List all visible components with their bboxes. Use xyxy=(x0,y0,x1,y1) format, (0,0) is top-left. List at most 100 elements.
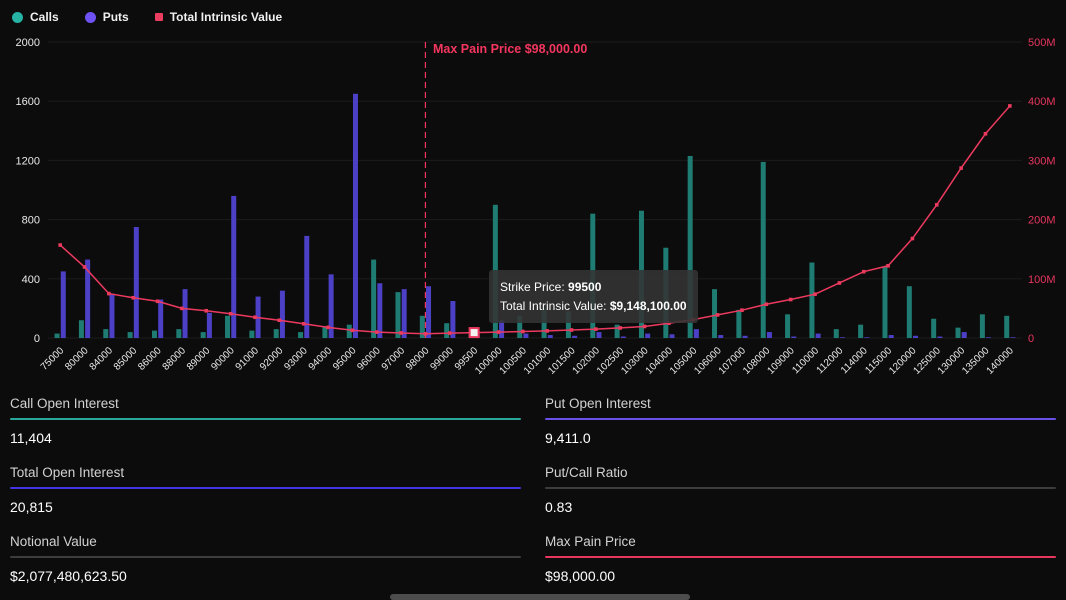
intrinsic-value-point[interactable] xyxy=(813,292,817,296)
intrinsic-value-point[interactable] xyxy=(983,131,988,136)
call-bar[interactable] xyxy=(541,308,547,338)
put-bar[interactable] xyxy=(231,195,237,338)
call-bar[interactable] xyxy=(614,324,620,338)
legend-item-puts[interactable]: Puts xyxy=(84,10,129,24)
put-bar[interactable] xyxy=(839,337,845,338)
put-bar[interactable] xyxy=(693,329,699,338)
put-bar[interactable] xyxy=(60,271,66,338)
intrinsic-value-point[interactable] xyxy=(642,324,647,329)
call-bar[interactable] xyxy=(298,332,304,338)
intrinsic-value-point[interactable] xyxy=(594,327,598,331)
put-bar[interactable] xyxy=(596,332,602,338)
put-bar[interactable] xyxy=(547,335,553,338)
put-bar[interactable] xyxy=(645,333,651,338)
intrinsic-value-point[interactable] xyxy=(959,166,963,170)
call-bar[interactable] xyxy=(103,329,109,338)
put-bar[interactable] xyxy=(182,289,188,338)
intrinsic-value-point[interactable] xyxy=(715,313,720,317)
intrinsic-value-point[interactable] xyxy=(58,243,62,247)
call-bar[interactable] xyxy=(1004,315,1010,338)
call-bar[interactable] xyxy=(882,266,888,338)
call-bar[interactable] xyxy=(273,329,279,338)
put-bar[interactable] xyxy=(158,299,164,338)
put-bar[interactable] xyxy=(206,312,212,338)
put-bar[interactable] xyxy=(1010,337,1016,338)
call-bar[interactable] xyxy=(78,320,84,338)
intrinsic-value-point[interactable] xyxy=(740,308,744,312)
call-bar[interactable] xyxy=(151,330,157,338)
intrinsic-value-point[interactable] xyxy=(350,328,355,333)
intrinsic-value-point[interactable] xyxy=(910,236,915,241)
put-bar[interactable] xyxy=(304,235,310,338)
put-bar[interactable] xyxy=(620,336,626,338)
call-bar[interactable] xyxy=(517,315,523,338)
put-bar[interactable] xyxy=(377,283,383,338)
put-bar[interactable] xyxy=(669,334,675,338)
legend-item-calls[interactable]: Calls xyxy=(12,10,59,24)
intrinsic-value-point[interactable] xyxy=(301,321,306,326)
intrinsic-value-point[interactable] xyxy=(107,291,111,296)
call-bar[interactable] xyxy=(322,326,328,338)
call-bar[interactable] xyxy=(371,259,377,338)
call-bar[interactable] xyxy=(687,155,693,338)
put-bar[interactable] xyxy=(426,286,432,338)
intrinsic-value-point[interactable] xyxy=(1008,104,1012,108)
put-bar[interactable] xyxy=(815,333,821,338)
call-bar[interactable] xyxy=(760,161,766,338)
intrinsic-value-point[interactable] xyxy=(618,326,623,330)
intrinsic-value-point[interactable] xyxy=(277,318,282,323)
intrinsic-value-point-highlight[interactable] xyxy=(468,327,480,339)
intrinsic-value-point[interactable] xyxy=(886,263,890,268)
put-bar[interactable] xyxy=(352,93,358,338)
intrinsic-value-point[interactable] xyxy=(788,297,793,302)
intrinsic-value-point[interactable] xyxy=(326,325,330,330)
intrinsic-value-point[interactable] xyxy=(253,315,257,320)
intrinsic-value-point[interactable] xyxy=(521,329,525,334)
intrinsic-value-point[interactable] xyxy=(569,328,574,332)
call-bar[interactable] xyxy=(785,314,791,338)
intrinsic-value-point[interactable] xyxy=(155,299,160,304)
call-bar[interactable] xyxy=(858,324,864,338)
put-bar[interactable] xyxy=(937,336,943,338)
call-bar[interactable] xyxy=(346,324,352,338)
put-bar[interactable] xyxy=(133,227,139,338)
call-bar[interactable] xyxy=(736,309,742,338)
put-bar[interactable] xyxy=(499,320,505,338)
call-bar[interactable] xyxy=(906,286,912,338)
put-bar[interactable] xyxy=(888,335,894,338)
call-bar[interactable] xyxy=(565,311,571,338)
horizontal-scrollbar-thumb[interactable] xyxy=(390,594,690,600)
put-bar[interactable] xyxy=(986,337,992,338)
call-bar[interactable] xyxy=(395,292,401,338)
put-bar[interactable] xyxy=(572,335,578,338)
put-bar[interactable] xyxy=(766,332,772,338)
legend-item-total-intrinsic-value[interactable]: Total Intrinsic Value xyxy=(154,10,282,24)
put-bar[interactable] xyxy=(718,335,724,338)
put-bar[interactable] xyxy=(523,333,529,338)
put-bar[interactable] xyxy=(328,274,334,338)
call-bar[interactable] xyxy=(419,315,425,338)
intrinsic-value-point[interactable] xyxy=(667,321,671,325)
call-bar[interactable] xyxy=(249,330,255,338)
call-bar[interactable] xyxy=(176,329,182,338)
put-bar[interactable] xyxy=(791,336,797,338)
intrinsic-value-point[interactable] xyxy=(837,281,842,285)
call-bar[interactable] xyxy=(931,318,937,338)
put-bar[interactable] xyxy=(109,293,115,338)
call-bar[interactable] xyxy=(54,333,60,338)
intrinsic-value-point[interactable] xyxy=(374,330,379,334)
intrinsic-value-point[interactable] xyxy=(204,308,209,313)
put-bar[interactable] xyxy=(85,259,91,338)
put-bar[interactable] xyxy=(864,337,870,338)
put-bar[interactable] xyxy=(279,290,285,338)
call-bar[interactable] xyxy=(127,332,133,338)
intrinsic-value-point[interactable] xyxy=(934,203,939,207)
call-bar[interactable] xyxy=(809,262,815,338)
call-bar[interactable] xyxy=(833,329,839,338)
put-bar[interactable] xyxy=(961,332,967,338)
call-bar[interactable] xyxy=(225,315,231,338)
put-bar[interactable] xyxy=(913,335,919,338)
intrinsic-value-point[interactable] xyxy=(496,330,501,334)
put-bar[interactable] xyxy=(401,289,407,338)
intrinsic-value-point[interactable] xyxy=(82,265,87,269)
